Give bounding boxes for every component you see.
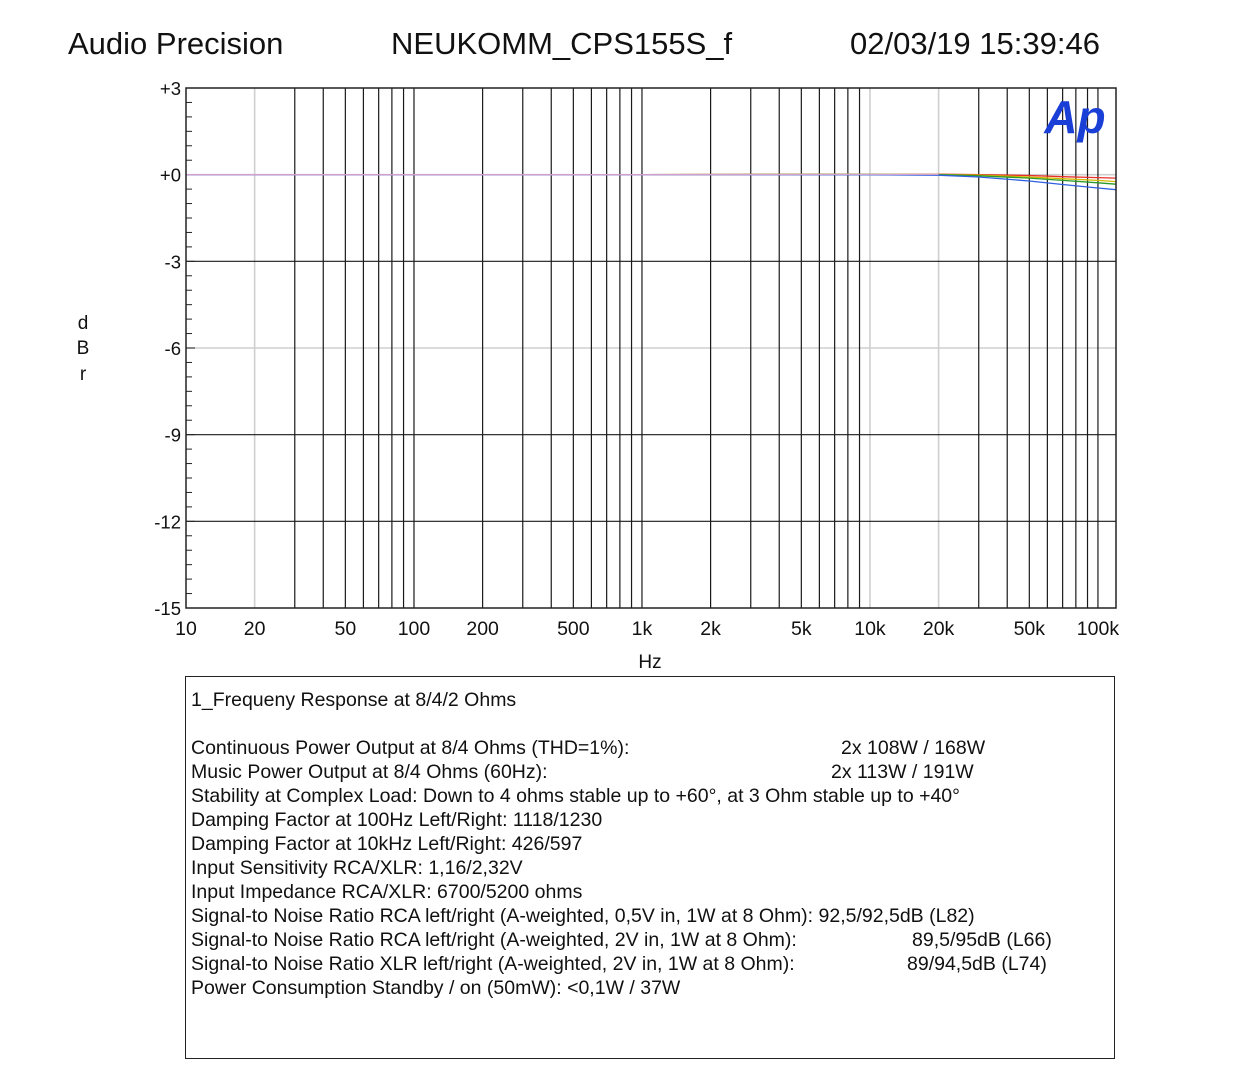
measurement-notes-box: 1_Frequeny Response at 8/4/2 Ohms Contin… — [185, 676, 1115, 1059]
note-line-value: 2x 108W / 168W — [841, 737, 986, 759]
y-axis-label-r: r — [79, 364, 87, 385]
x-tick-label: 200 — [466, 618, 499, 640]
y-tick-labels: +3 +0 -3 -6 -9 -12 -15 — [154, 78, 181, 619]
y-tick-label: +3 — [160, 78, 181, 99]
minor-gridlines — [186, 88, 1116, 608]
ap-logo: Ap — [1043, 91, 1105, 143]
y-axis-label-b: B — [76, 338, 90, 359]
x-tick-label: 1k — [632, 618, 653, 640]
note-line-label: Input Sensitivity RCA/XLR: 1,16/2,32V — [191, 857, 523, 879]
note-line-label: Input Impedance RCA/XLR: 6700/5200 ohms — [191, 881, 583, 903]
x-tick-label: 100k — [1077, 618, 1120, 640]
x-tick-label: 50 — [335, 618, 357, 640]
x-tick-label: 2k — [700, 618, 721, 640]
y-tick-label: -6 — [165, 338, 181, 359]
y-tick-label: -9 — [165, 425, 181, 446]
y-tick-label: -3 — [165, 251, 181, 272]
series-line-3 — [186, 173, 1117, 185]
header-app-name: Audio Precision — [68, 26, 284, 61]
header-timestamp: 02/03/19 15:39:46 — [850, 26, 1100, 61]
frequency-response-chart: +3+0-3-6-9-12-15 10 20 50 100 200 500 1k 2k 5k 10… — [154, 78, 1119, 640]
x-tick-labels: 10 20 50 100 200 500 1k 2k 5k 10k 20k 50k 100k — [175, 618, 1119, 640]
note-line-label: Damping Factor at 100Hz Left/Right: 1118… — [191, 809, 603, 831]
x-tick-label: 10k — [854, 618, 886, 640]
y-tick-label: -12 — [154, 511, 181, 532]
y-tick-label: +0 — [160, 165, 181, 186]
x-tick-label: 20 — [244, 618, 266, 640]
note-line-label: Music Power Output at 8/4 Ohms (60Hz): — [191, 761, 548, 783]
notes-title: 1_Frequeny Response at 8/4/2 Ohms — [191, 689, 517, 711]
note-line-value: 89,5/95dB (L66) — [912, 929, 1052, 951]
x-tick-label: 500 — [557, 618, 590, 640]
note-line-label: Signal-to Noise Ratio XLR left/right (A-… — [191, 953, 795, 975]
x-tick-label: 10 — [175, 618, 197, 640]
y-axis-label-d: d — [77, 313, 89, 334]
x-axis-label: Hz — [638, 652, 662, 673]
x-tick-label: 20k — [923, 618, 955, 640]
note-line-label: Stability at Complex Load: Down to 4 ohm… — [191, 785, 960, 807]
x-tick-label: 5k — [791, 618, 812, 640]
series-lines — [186, 173, 1117, 191]
plot-frame — [185, 87, 1117, 609]
y-tick-label: -15 — [154, 598, 181, 619]
y-minor-ticks — [186, 87, 195, 609]
note-line-label: Power Consumption Standby / on (50mW): <… — [191, 977, 681, 999]
series-line-4 — [186, 174, 1117, 191]
major-gridlines — [186, 88, 1116, 608]
x-tick-label: 100 — [398, 618, 431, 640]
note-line-value: 2x 113W / 191W — [831, 761, 974, 783]
header-file-name: NEUKOMM_CPS155S_f — [391, 26, 733, 61]
note-line-label: Signal-to Noise Ratio RCA left/right (A-… — [191, 929, 797, 951]
x-tick-label: 50k — [1014, 618, 1046, 640]
note-line-label: Damping Factor at 10kHz Left/Right: 426/… — [191, 833, 583, 855]
note-line-value: 89/94,5dB (L74) — [907, 953, 1047, 975]
note-line-label: Signal-to Noise Ratio RCA left/right (A-… — [191, 905, 975, 927]
note-line-label: Continuous Power Output at 8/4 Ohms (THD… — [191, 737, 630, 759]
